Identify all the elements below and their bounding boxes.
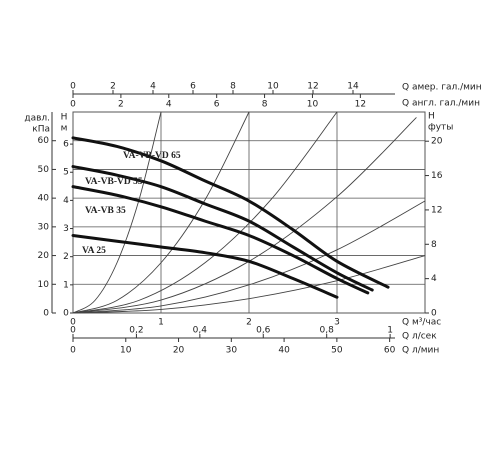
system-curve (72, 111, 250, 314)
x-axis-title: Q англ. гал./мин (402, 99, 480, 109)
y-unit-title: м (61, 124, 68, 134)
y-tick-label: 10 (38, 280, 50, 290)
ym-tick-label: 5 (63, 168, 69, 178)
y-tick-label: 20 (38, 251, 50, 261)
system-curve (72, 200, 426, 314)
x-tick-label: 6 (214, 100, 220, 110)
x-tick-label: 20 (173, 346, 185, 356)
ym-tick-label: 6 (63, 140, 69, 150)
x-axis-title: Q л/мин (402, 346, 439, 356)
ym-tick-label: 4 (63, 196, 69, 206)
x-tick-label: 0,4 (193, 326, 208, 336)
ym-tick-label: 2 (63, 252, 69, 262)
ym-tick-label: 0 (63, 309, 69, 319)
x-tick-label: 40 (278, 346, 290, 356)
y-title: кПа (32, 125, 50, 135)
ym-tick-label: 1 (63, 280, 69, 290)
y-tick-label: 30 (38, 222, 50, 232)
pump-curve (71, 165, 374, 292)
x-tick-label: 0 (70, 346, 76, 356)
x-tick-label: 60 (384, 346, 396, 356)
x-tick-label: 12 (307, 82, 318, 92)
x-tick-label: 10 (267, 82, 279, 92)
x-tick-label: 4 (166, 100, 172, 110)
pump-curve (71, 136, 390, 289)
x-tick-label: 0 (70, 326, 76, 336)
y2-title: H (428, 112, 435, 122)
ym-tick-label: 3 (63, 224, 69, 234)
x-tick-label: 0,2 (129, 326, 143, 336)
x-tick-label: 1 (158, 318, 164, 328)
x-tick-label: 1 (387, 326, 393, 336)
y2-tick-label: 16 (431, 171, 443, 181)
x-tick-label: 3 (334, 318, 340, 328)
system-curve (72, 111, 162, 314)
x-tick-label: 10 (120, 346, 132, 356)
x-tick-label: 14 (347, 82, 359, 92)
y-tick-label: 50 (38, 165, 50, 175)
x-tick-label: 2 (110, 82, 116, 92)
series-label: VA 25 (82, 246, 106, 256)
series-label: VA-VB-VD 55 (85, 177, 143, 187)
y-tick-label: 40 (38, 194, 50, 204)
x-tick-label: 2 (246, 318, 252, 328)
y-tick-label: 0 (43, 309, 49, 319)
x-tick-label: 0,6 (256, 326, 271, 336)
x-tick-label: 0 (70, 82, 76, 92)
system-curve (72, 111, 338, 314)
x-tick-label: 6 (190, 82, 196, 92)
x-tick-label: 30 (226, 346, 238, 356)
x-tick-label: 4 (150, 82, 156, 92)
x-tick-label: 8 (230, 82, 236, 92)
y-title: давл. (24, 114, 50, 124)
x-axis-title: Q л/сек (402, 332, 437, 342)
y2-tick-label: 4 (431, 274, 437, 284)
x-tick-label: 0,8 (320, 326, 335, 336)
x-tick-label: 8 (262, 100, 268, 110)
y2-tick-label: 0 (431, 309, 437, 319)
series-label: VA-VB-VD 65 (123, 151, 181, 161)
x-tick-label: 0 (70, 318, 76, 328)
pump-curve (71, 185, 370, 295)
x-axis-title: Q амер. гал./мин (402, 83, 482, 93)
x-tick-label: 10 (307, 100, 319, 110)
x-tick-label: 50 (331, 346, 343, 356)
pump-curve (71, 233, 339, 299)
y2-tick-label: 8 (431, 240, 437, 250)
x-tick-label: 0 (70, 100, 76, 110)
y-unit-title: H (61, 113, 68, 123)
y-tick-label: 60 (38, 136, 50, 146)
series-label: VA-VB 35 (85, 206, 126, 216)
x-axis-title: Q м³/час (402, 318, 441, 328)
y2-tick-label: 12 (431, 205, 442, 215)
y2-title: футы (428, 123, 453, 133)
y2-tick-label: 20 (431, 137, 443, 147)
x-tick-label: 2 (118, 100, 124, 110)
x-tick-label: 12 (355, 100, 366, 110)
system-curve (72, 255, 426, 314)
